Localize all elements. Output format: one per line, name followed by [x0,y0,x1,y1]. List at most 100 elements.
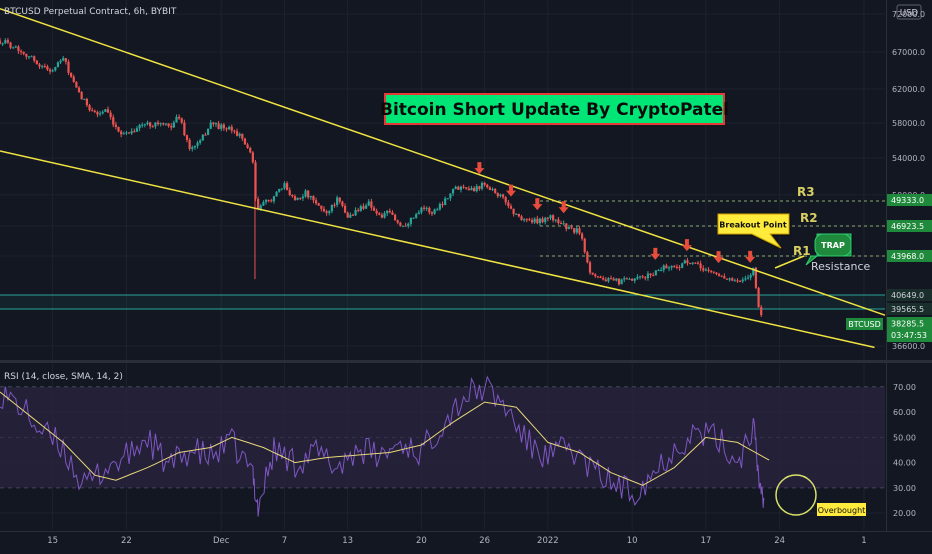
candle [312,195,315,204]
candle [694,262,697,264]
candle [296,197,299,201]
candle [125,130,128,136]
candle-body [723,276,726,279]
candle [349,212,352,218]
candle-body [562,223,565,225]
candle [449,193,452,202]
trendline[interactable] [0,7,886,316]
candle [120,129,123,138]
candle-body [127,132,131,134]
candle [14,45,17,49]
candle-body [575,228,578,233]
candle [552,214,555,223]
currency-badge[interactable] [896,4,922,20]
candle-body [117,127,120,132]
candle-body [533,218,536,223]
candle-body [536,218,539,224]
candle [670,265,673,271]
candle-body [27,56,31,58]
candle-body [143,124,146,126]
candle-body [628,278,631,280]
candle-body [475,186,478,192]
candle-body [206,128,210,135]
rsi-line[interactable] [0,375,765,517]
candle [336,195,339,208]
candle-body [293,196,297,200]
candle [638,275,642,280]
candle-body [623,278,626,280]
candle [70,72,73,79]
title-box [384,93,725,125]
candle [660,267,663,272]
rsi-ma-line[interactable] [0,391,770,486]
candle-body [465,187,468,189]
candle [388,208,391,214]
candle-body [67,61,70,73]
candle-body [517,213,520,217]
candle [523,218,526,223]
candle-body [515,213,518,215]
candle-body [135,128,139,132]
candle [22,51,25,56]
candle [438,202,441,211]
candle [401,225,405,228]
candle-body [204,134,207,136]
rsi-title[interactable]: RSI (14, close, SMA, 14, 2) [4,372,123,382]
candle-body [609,278,613,280]
candle-body [296,197,299,200]
candle [399,221,402,227]
candle [135,125,139,133]
candle [77,86,81,93]
candle [251,151,254,164]
rsi-lines[interactable] [0,375,770,517]
symbol-title[interactable]: BTCUSD Perpetual Contract, 6h, BYBIT [4,7,177,17]
sell-arrow-icon [713,251,724,264]
trendline[interactable] [0,150,875,349]
candle [372,205,376,212]
candle [130,128,133,135]
candle [88,103,91,112]
candle-body [438,204,441,210]
r3-label: R3 [797,185,815,199]
candle [351,213,355,216]
candle-body [473,187,476,192]
candle-body [715,272,718,275]
candle-body [4,40,7,44]
candle-body [88,105,91,111]
candle [233,129,236,134]
candle-body [288,190,291,195]
candle [565,223,568,232]
time-axis[interactable]: 15 22 Dec 7 13 20 26 2022 10 17 24 1 [47,536,866,546]
candle-body [380,214,384,218]
candle-body [80,92,83,100]
candle [243,137,247,145]
candle-body [754,267,758,288]
candle [333,202,336,208]
candle-body [349,214,352,218]
candle-body [383,213,386,218]
candle [330,204,333,214]
candles[interactable] [0,37,763,317]
candle [214,122,218,128]
candle-body [604,279,607,282]
candle-body [351,214,355,216]
candle [407,222,410,229]
candle-body [741,279,744,282]
level-b-price-tag [887,303,932,315]
candle [544,216,547,225]
candle [238,132,241,139]
breakout-callout-shape [717,213,790,249]
candle [412,217,415,219]
candle-body [62,58,65,61]
candle [338,197,341,204]
candle-body [91,110,94,112]
candle [109,110,112,120]
candle-body [1,43,4,45]
candle [612,277,615,281]
rsi-axis[interactable]: 70.00 60.00 50.00 40.00 30.00 20.00 [893,383,916,518]
candle [604,277,607,282]
candle-body [393,214,397,221]
candle-body [193,145,197,148]
candle [64,57,67,65]
